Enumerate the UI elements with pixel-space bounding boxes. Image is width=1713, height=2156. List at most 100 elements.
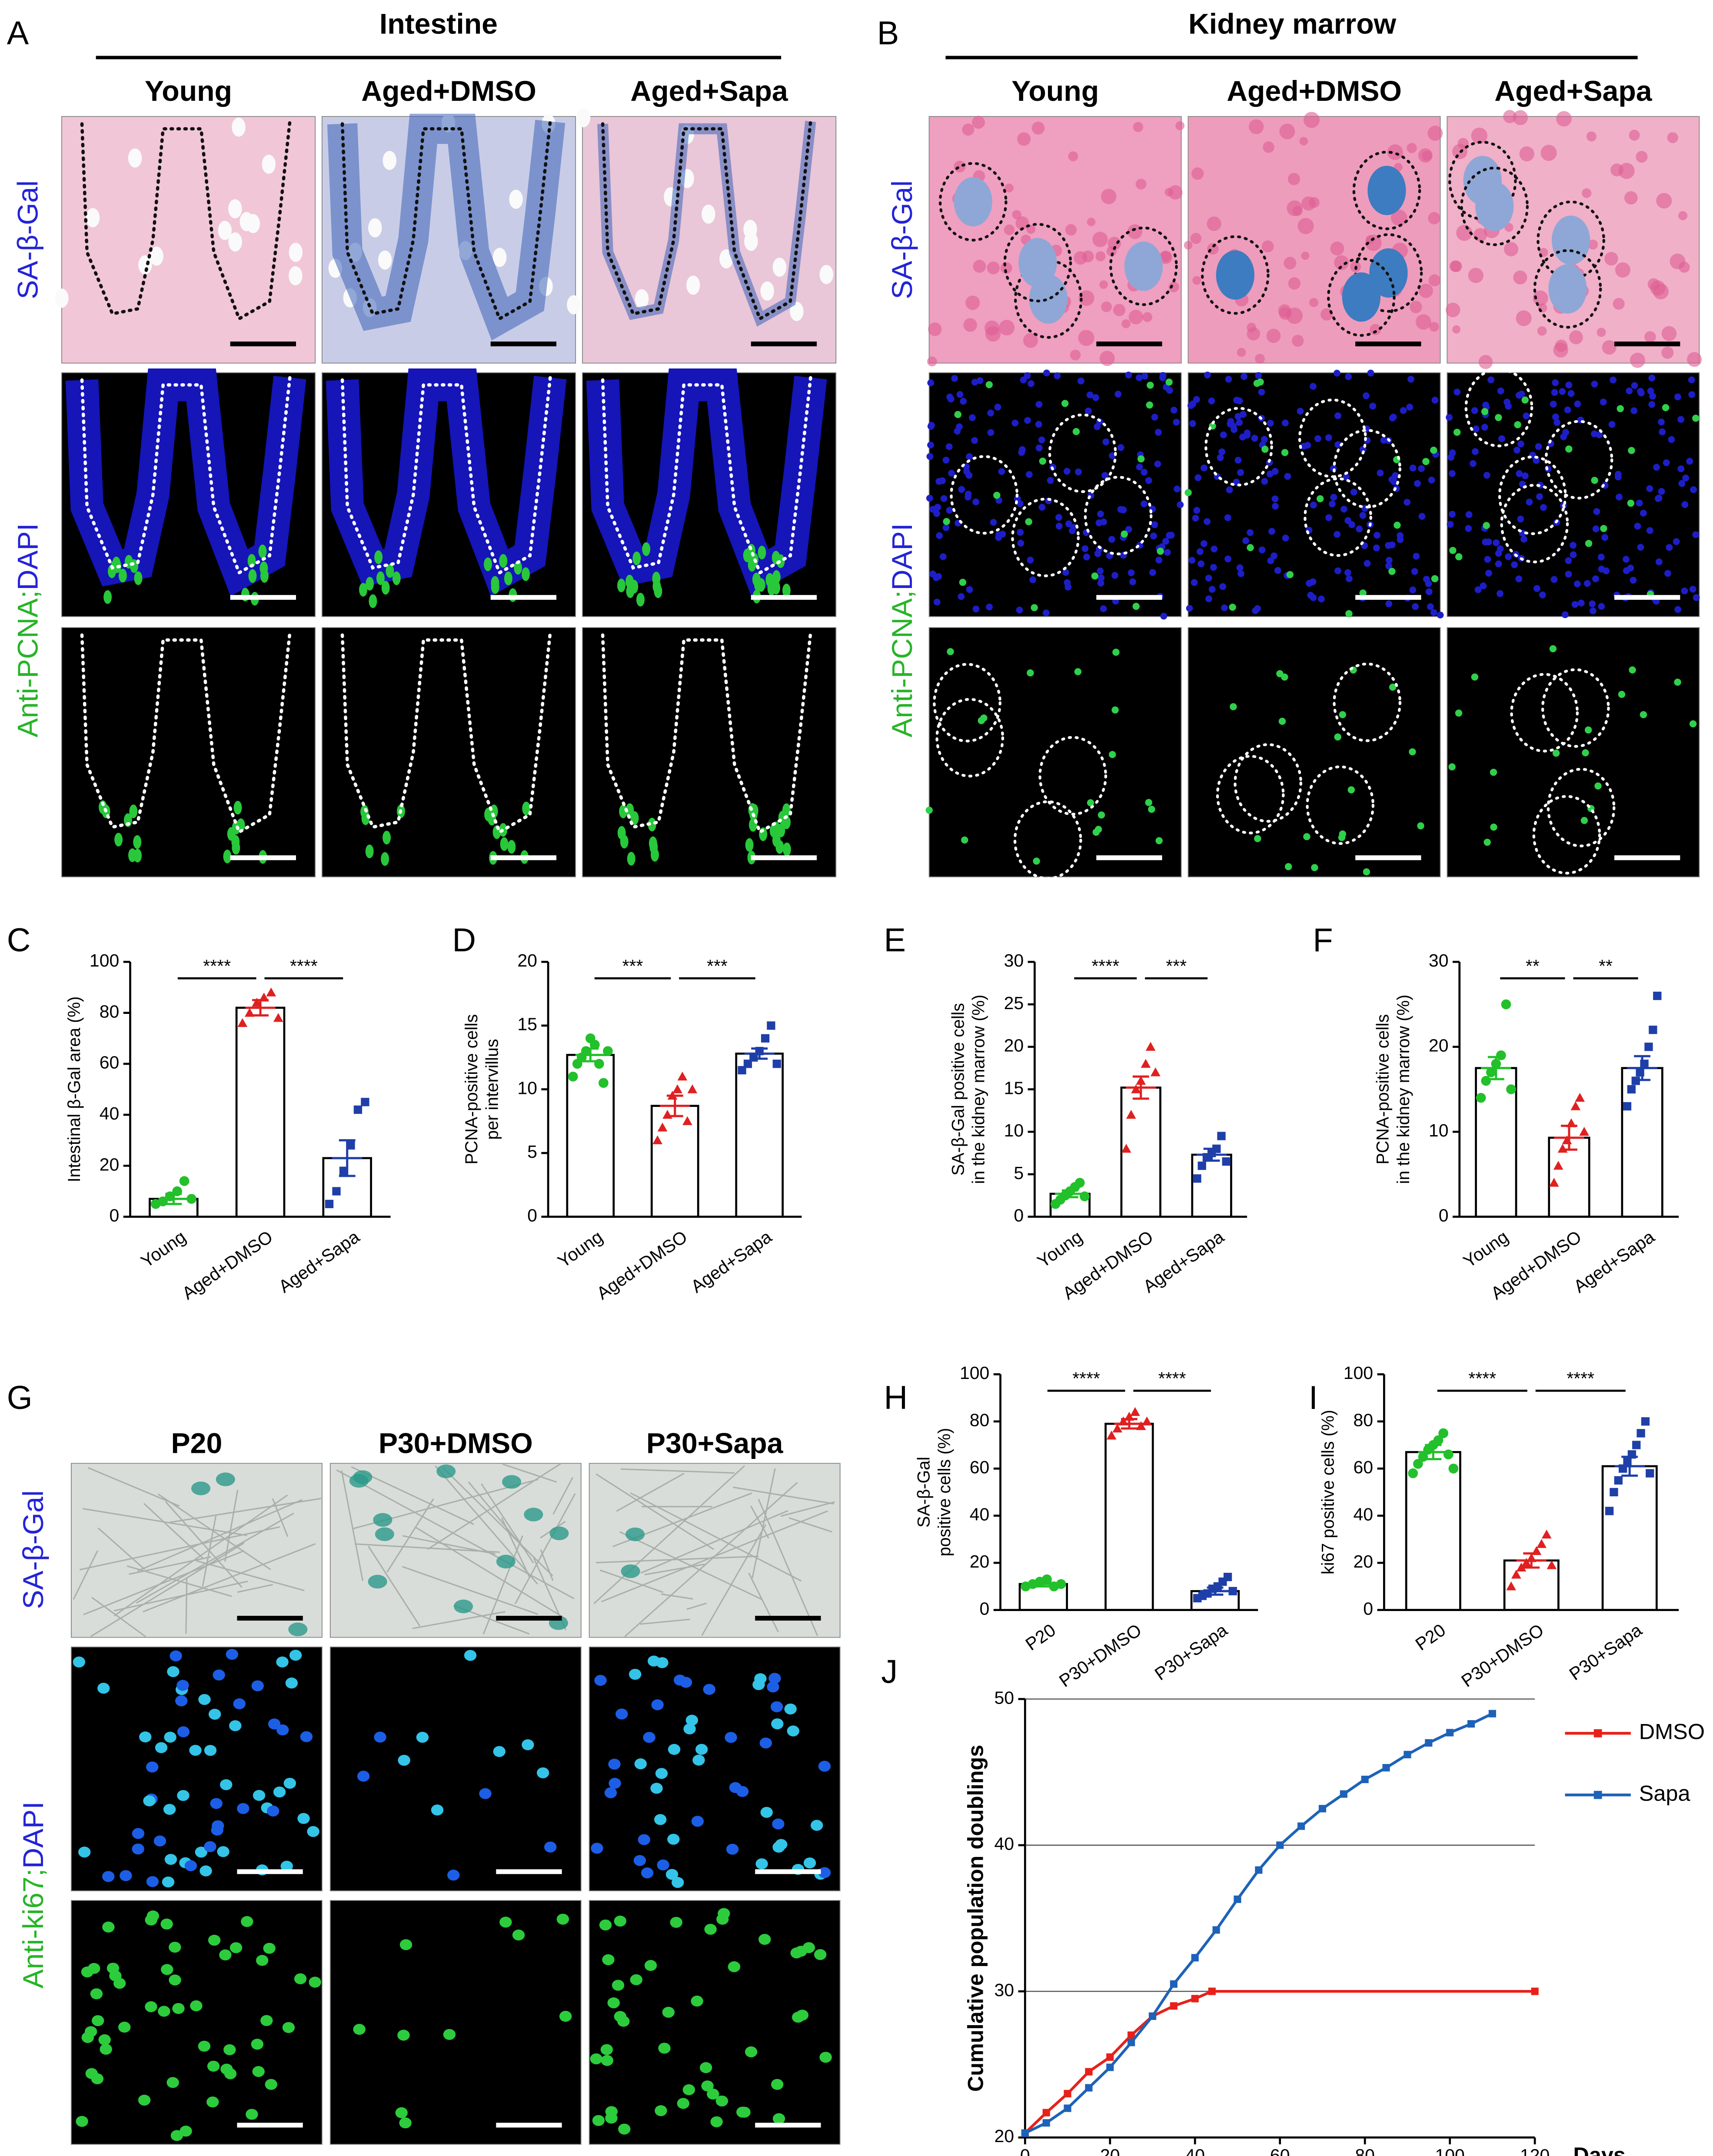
fibroblast [90,1542,245,1637]
nucleus [1497,590,1503,597]
nucleus [1418,513,1426,520]
image-background [1187,372,1441,617]
data-point [1653,991,1662,1000]
pcna-cell [769,824,778,838]
data-point [672,1084,682,1093]
nucleus [237,1803,249,1814]
cell [1287,173,1301,186]
nucleus [398,1754,410,1766]
pcna-cell [1284,863,1292,870]
pcna-cell [1111,706,1119,714]
y-tick-label: 10 [1429,1120,1449,1140]
nucleus [1252,607,1259,614]
pcna-cell [1147,382,1154,389]
nucleus [1592,525,1600,532]
cell [1279,123,1295,140]
nucleus [190,2000,203,2012]
nucleus [966,586,973,593]
cell [1092,232,1108,247]
y-tick-label: 100 [960,1363,989,1383]
nucleus [1428,476,1435,484]
nucleus [674,1674,686,1686]
nucleus [803,1857,816,1869]
nucleus [1035,444,1043,452]
nucleus [1388,541,1396,548]
nucleus [772,1818,785,1830]
nucleus [309,1977,321,1988]
nucleus [1117,444,1124,451]
pcna-cell [1281,673,1288,681]
nucleus [667,1834,680,1845]
nucleus [629,1668,642,1680]
cell [1661,346,1674,359]
cell [1168,185,1183,200]
nucleus [260,2015,273,2026]
cell [1679,262,1690,273]
panel-label: G [7,1380,33,1416]
nucleus [1014,495,1021,502]
nucleus [1028,380,1034,387]
y-tick-label: 0 [1363,1598,1373,1618]
y-tick-label: 20 [100,1154,120,1174]
image-background [70,1900,323,2145]
cell [1334,255,1349,270]
fibroblast [686,1602,707,1610]
nucleus [1623,556,1630,563]
cell [1309,298,1319,307]
cell [1095,251,1106,262]
pcna-cell [233,801,242,815]
nucleus [946,393,953,401]
pcna-cell [648,817,656,832]
nucleus [942,456,950,464]
nucleus [818,1761,831,1772]
row-label: SA-β-Gal [886,180,918,299]
cell [954,160,966,173]
nucleus [590,2053,602,2065]
bar [1104,1422,1154,1611]
nucleus [625,1527,645,1541]
cell [1569,330,1583,345]
nucleus [1589,600,1596,608]
cell [1299,136,1308,146]
nucleus [987,429,995,436]
data-point [1208,1987,1216,1995]
pcna-cell [248,569,257,583]
fibroblast [91,1597,146,1638]
nucleus [1078,377,1084,385]
cell [1297,218,1314,234]
fibroblast [593,1465,745,1605]
nucleus [285,1678,298,1689]
x-tick-label: 80 [1355,2145,1375,2156]
data-point [1126,1110,1136,1119]
nucleus [502,1475,522,1489]
cell [1419,283,1434,298]
nucleus [648,1655,660,1667]
nucleus [1413,553,1420,560]
pcna-cell [1031,604,1038,611]
outline [1532,795,1601,875]
nucleus [1343,473,1350,481]
micrograph [61,627,316,877]
nucleus [1177,501,1184,508]
nucleus [1239,433,1246,441]
pcna-cell [1359,589,1367,597]
data-point [603,1046,613,1056]
nucleus [1162,538,1169,545]
nucleus [229,1720,242,1731]
data-point [738,1066,746,1075]
image-background [61,627,316,877]
nucleus [1648,401,1656,408]
pcna-cell [1148,806,1155,813]
nucleus [1109,452,1116,459]
nucleus [1690,486,1697,493]
nucleus [1583,580,1591,587]
significance-label: **** [203,956,231,976]
data-point [1056,1579,1066,1589]
pcna-cell [765,573,774,587]
outline [80,120,292,321]
nucleus [211,1824,223,1836]
nucleus [614,1915,626,1927]
pcna-cell [752,572,761,587]
nucleus [138,2094,151,2106]
goblet [246,214,260,233]
